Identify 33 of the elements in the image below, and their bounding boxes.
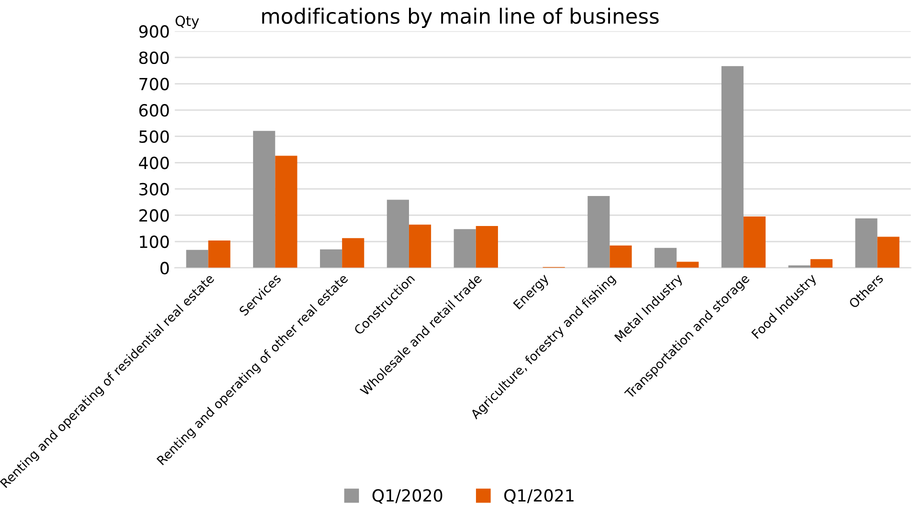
bar (610, 245, 632, 268)
bar (342, 238, 364, 268)
y-tick-label: 500 (139, 130, 169, 143)
bar (408, 224, 432, 268)
bar (454, 229, 476, 268)
bar (877, 236, 900, 268)
y-tick-label: 800 (139, 51, 169, 64)
bar (676, 262, 699, 268)
y-tick-label: 600 (139, 104, 169, 117)
bar (275, 156, 298, 268)
bar (320, 249, 342, 268)
y-axis-title: Qty (176, 16, 199, 29)
bar (253, 130, 276, 268)
y-tick-label: 400 (138, 156, 169, 170)
bar (654, 248, 677, 268)
y-tick-label: 300 (139, 182, 169, 196)
y-tick-label: 100 (140, 235, 169, 248)
bar (208, 240, 230, 268)
legend-label: Q1/2020 (372, 489, 442, 504)
y-tick-label: 0 (160, 262, 169, 274)
bar (810, 259, 833, 268)
bar (588, 196, 610, 268)
bar (186, 250, 208, 268)
bar (855, 218, 878, 268)
bar (721, 66, 744, 268)
bar (744, 216, 766, 268)
chart-title: modifications by main line of business (262, 8, 659, 28)
y-tick-label: 900 (139, 25, 169, 38)
y-tick-label: 200 (139, 209, 169, 222)
legend-label: Q1/2021 (504, 489, 574, 504)
y-tick-label: 700 (139, 78, 169, 90)
bar (386, 200, 409, 268)
bar (476, 226, 498, 268)
